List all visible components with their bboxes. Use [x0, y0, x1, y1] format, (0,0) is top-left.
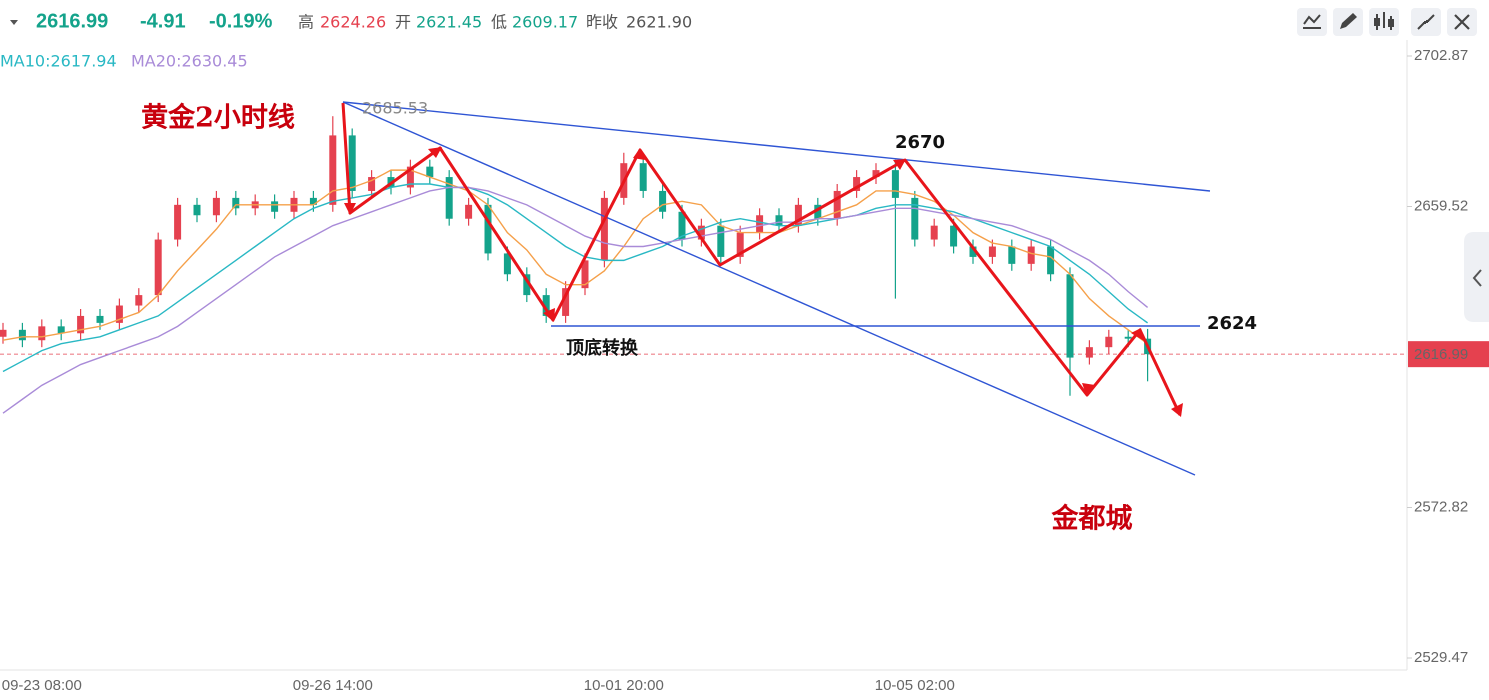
candle-body	[154, 239, 162, 296]
drawings: 黄金2小时线 2685.53 2670 2624 顶底转换 金都城	[141, 99, 1257, 535]
candle-body	[193, 204, 201, 216]
candle-body	[756, 215, 764, 233]
side-tab[interactable]	[1464, 232, 1489, 322]
high: 2624.26	[320, 13, 386, 32]
level-label: 2624	[1207, 313, 1257, 334]
tool-button[interactable]	[1297, 8, 1327, 36]
candle-body	[96, 315, 104, 323]
candle-body	[1027, 246, 1035, 264]
prev-close: 2621.90	[626, 13, 692, 32]
candle-body	[930, 225, 938, 240]
candle-body	[600, 197, 608, 261]
candle-body	[678, 211, 686, 240]
brand: 金都城	[1051, 503, 1133, 535]
candle-body	[562, 288, 570, 316]
candle-body	[1066, 274, 1074, 358]
icon	[1417, 14, 1435, 30]
candle-body	[950, 225, 958, 247]
candle-body	[736, 232, 744, 257]
last-price-label: 2616.99	[1414, 346, 1468, 363]
ma-line	[2, 186, 1149, 414]
open-label: 开	[395, 13, 411, 32]
candle-body	[1008, 246, 1016, 264]
candle-body	[368, 177, 376, 191]
candle-body	[717, 225, 725, 257]
candle-body	[891, 170, 899, 198]
toolbar	[1297, 8, 1477, 36]
candle-body	[465, 204, 473, 219]
open: 2621.45	[416, 13, 482, 32]
level-label: 2670	[895, 132, 945, 153]
x-tick-label: 09-23 08:00	[2, 677, 82, 694]
candle-body	[639, 163, 647, 191]
high-label: 高	[298, 13, 314, 32]
candle-body	[309, 197, 317, 205]
ma-line	[2, 183, 1149, 373]
candle-body	[659, 190, 667, 212]
candle-body	[232, 197, 240, 209]
candle-body	[523, 274, 531, 296]
candle-body	[969, 246, 977, 257]
plot: 2529.47 2572.82 2659.52 2702.87 09-23 08:00 0…	[0, 47, 1489, 694]
ma20-label: MA20:2630.45	[131, 52, 248, 71]
icon	[1340, 13, 1357, 29]
x-tick-label: 10-05 02:00	[875, 677, 955, 694]
candle-body	[212, 197, 220, 216]
candle-body	[872, 170, 880, 178]
candle-body	[174, 204, 182, 240]
candle-body	[542, 295, 550, 316]
x-tick-label: 09-26 14:00	[293, 677, 373, 694]
ma10-label: MA10:2617.94	[0, 52, 117, 71]
prev-close-label: 昨收	[586, 13, 618, 32]
icon	[1303, 14, 1321, 29]
change-pct: -0.19%	[209, 10, 273, 32]
peak-label: 2685.53	[362, 99, 428, 118]
candle-body	[77, 315, 85, 334]
candle-body	[38, 326, 46, 341]
header: 2616.99 -4.91 -0.19% 高 2624.26 开 2621.45…	[10, 10, 692, 32]
candle-body	[988, 246, 996, 257]
candle-body	[0, 329, 7, 337]
candle-body	[794, 204, 802, 226]
candle-body	[503, 253, 511, 275]
change: -4.91	[140, 10, 186, 32]
y-tick-label: 2659.52	[1414, 197, 1468, 214]
note: 顶底转换	[566, 337, 639, 359]
candle-body	[833, 190, 841, 219]
candle-body	[271, 201, 279, 212]
candle-body	[1124, 336, 1132, 339]
chart-title: 黄金2小时线	[141, 102, 295, 134]
candle-body	[445, 177, 453, 219]
low: 2609.17	[512, 13, 578, 32]
candle-body	[581, 260, 589, 289]
candle-body	[697, 225, 705, 240]
candle-body	[911, 197, 919, 240]
candle-body	[406, 166, 414, 188]
y-tick-label: 2529.47	[1414, 649, 1468, 666]
dropdown-icon[interactable]	[10, 20, 18, 25]
candle-body	[1085, 347, 1093, 358]
candle-body	[135, 295, 143, 306]
x-tick-label: 10-01 20:00	[584, 677, 664, 694]
candle-body	[426, 166, 434, 178]
candle-body	[348, 135, 356, 191]
candle-body	[1047, 246, 1055, 275]
icon	[1454, 14, 1470, 30]
y-tick-label: 2572.82	[1414, 498, 1468, 515]
candle-body	[484, 204, 492, 254]
candle-body	[18, 329, 26, 341]
candle-body	[115, 305, 123, 323]
low-label: 低	[491, 13, 507, 32]
price: 2616.99	[36, 10, 108, 32]
last-price-tag	[1408, 341, 1489, 368]
candle-body	[329, 135, 337, 205]
candle-body	[853, 177, 861, 191]
candle-body	[57, 326, 65, 334]
candle-body	[814, 204, 822, 219]
ma-line	[2, 169, 1149, 345]
candle-body	[1105, 336, 1113, 348]
candle-body	[775, 215, 783, 226]
y-tick-label: 2702.87	[1414, 47, 1468, 64]
